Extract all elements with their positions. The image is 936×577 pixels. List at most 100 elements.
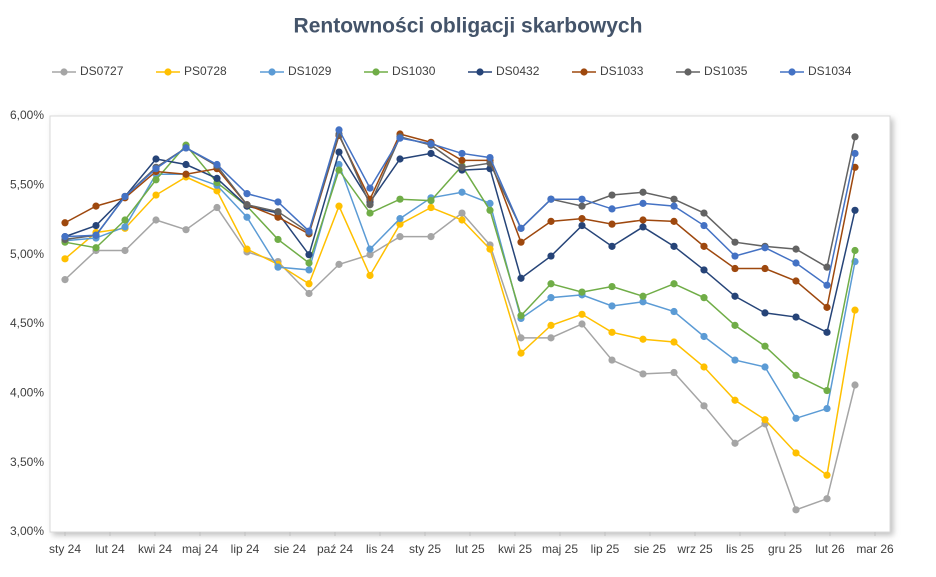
data-point: [366, 209, 374, 217]
data-point: [639, 199, 647, 207]
data-point: [458, 156, 466, 164]
data-point: [792, 506, 800, 514]
data-point: [547, 321, 555, 329]
data-point: [792, 449, 800, 457]
legend-label: DS0727: [80, 64, 124, 78]
data-point: [670, 280, 678, 288]
data-point: [608, 220, 616, 228]
data-point: [427, 233, 435, 241]
data-point: [731, 356, 739, 364]
data-point: [152, 216, 160, 224]
data-point: [731, 292, 739, 300]
data-point: [792, 277, 800, 285]
data-point: [731, 439, 739, 447]
data-point: [305, 227, 313, 235]
x-tick-label: wrz 25: [676, 542, 713, 556]
data-point: [670, 217, 678, 225]
data-point: [517, 312, 525, 320]
data-point: [366, 201, 374, 209]
data-point: [547, 294, 555, 302]
data-point: [700, 221, 708, 230]
plot-area: [49, 115, 891, 533]
data-point: [578, 221, 586, 230]
data-point: [761, 416, 769, 424]
x-tick-label: lut 25: [455, 542, 485, 556]
data-point: [243, 245, 251, 253]
data-point: [152, 191, 160, 199]
data-point: [396, 220, 404, 228]
data-point: [608, 328, 616, 336]
data-point: [639, 335, 647, 343]
data-point: [152, 155, 160, 163]
legend-marker: [684, 68, 692, 76]
data-point: [823, 281, 831, 289]
data-point: [274, 213, 282, 221]
data-point: [274, 208, 282, 216]
data-point: [547, 334, 555, 342]
y-tick-label: 3,00%: [10, 524, 44, 538]
data-point: [761, 244, 769, 252]
x-tick-label: kwi 25: [498, 542, 532, 556]
data-point: [700, 363, 708, 371]
x-tick-label: lut 26: [815, 542, 845, 556]
y-tick-label: 6,00%: [10, 108, 44, 122]
data-point: [366, 271, 374, 280]
y-tick-label: 4,50%: [10, 316, 44, 330]
data-point: [547, 217, 555, 225]
data-point: [517, 224, 525, 232]
data-point: [213, 203, 221, 212]
data-point: [486, 199, 494, 207]
data-point: [517, 274, 525, 282]
data-point: [305, 289, 313, 298]
data-point: [366, 245, 374, 253]
data-point: [152, 165, 160, 173]
data-point: [305, 259, 313, 267]
data-point: [670, 242, 678, 250]
data-point: [305, 280, 313, 288]
data-point: [366, 251, 374, 259]
data-point: [761, 309, 769, 317]
data-point: [458, 149, 466, 158]
x-tick-label: maj 24: [182, 542, 218, 556]
data-point: [517, 238, 525, 246]
data-point: [608, 242, 616, 250]
data-point: [61, 219, 69, 227]
data-point: [335, 202, 343, 210]
data-point: [761, 264, 769, 273]
data-point: [792, 259, 800, 267]
data-point: [700, 266, 708, 274]
legend-label: DS1035: [704, 64, 748, 78]
data-point: [700, 209, 708, 217]
data-point: [92, 221, 100, 230]
data-point: [851, 133, 859, 141]
data-point: [639, 298, 647, 306]
data-point: [823, 386, 831, 395]
data-point: [427, 140, 435, 148]
data-point: [396, 233, 404, 241]
data-point: [182, 170, 190, 178]
data-point: [305, 266, 313, 274]
x-tick-label: kwi 24: [138, 542, 172, 556]
data-point: [578, 310, 586, 318]
data-point: [608, 191, 616, 199]
data-point: [427, 203, 435, 212]
chart-title: Rentowności obligacji skarbowych: [294, 15, 643, 38]
legend-label: DS0432: [496, 64, 540, 78]
data-point: [458, 209, 466, 217]
data-point: [670, 368, 678, 377]
data-point: [792, 245, 800, 253]
data-point: [823, 471, 831, 479]
data-point: [700, 242, 708, 250]
x-tick-label: sty 24: [49, 542, 81, 556]
data-point: [761, 363, 769, 371]
data-point: [182, 144, 190, 152]
data-point: [121, 223, 129, 231]
data-point: [792, 313, 800, 321]
data-point: [366, 184, 374, 192]
x-tick-label: sie 25: [634, 542, 666, 556]
x-tick-label: lip 24: [231, 542, 260, 556]
legend-marker: [372, 68, 380, 76]
data-point: [731, 321, 739, 329]
data-point: [486, 245, 494, 253]
